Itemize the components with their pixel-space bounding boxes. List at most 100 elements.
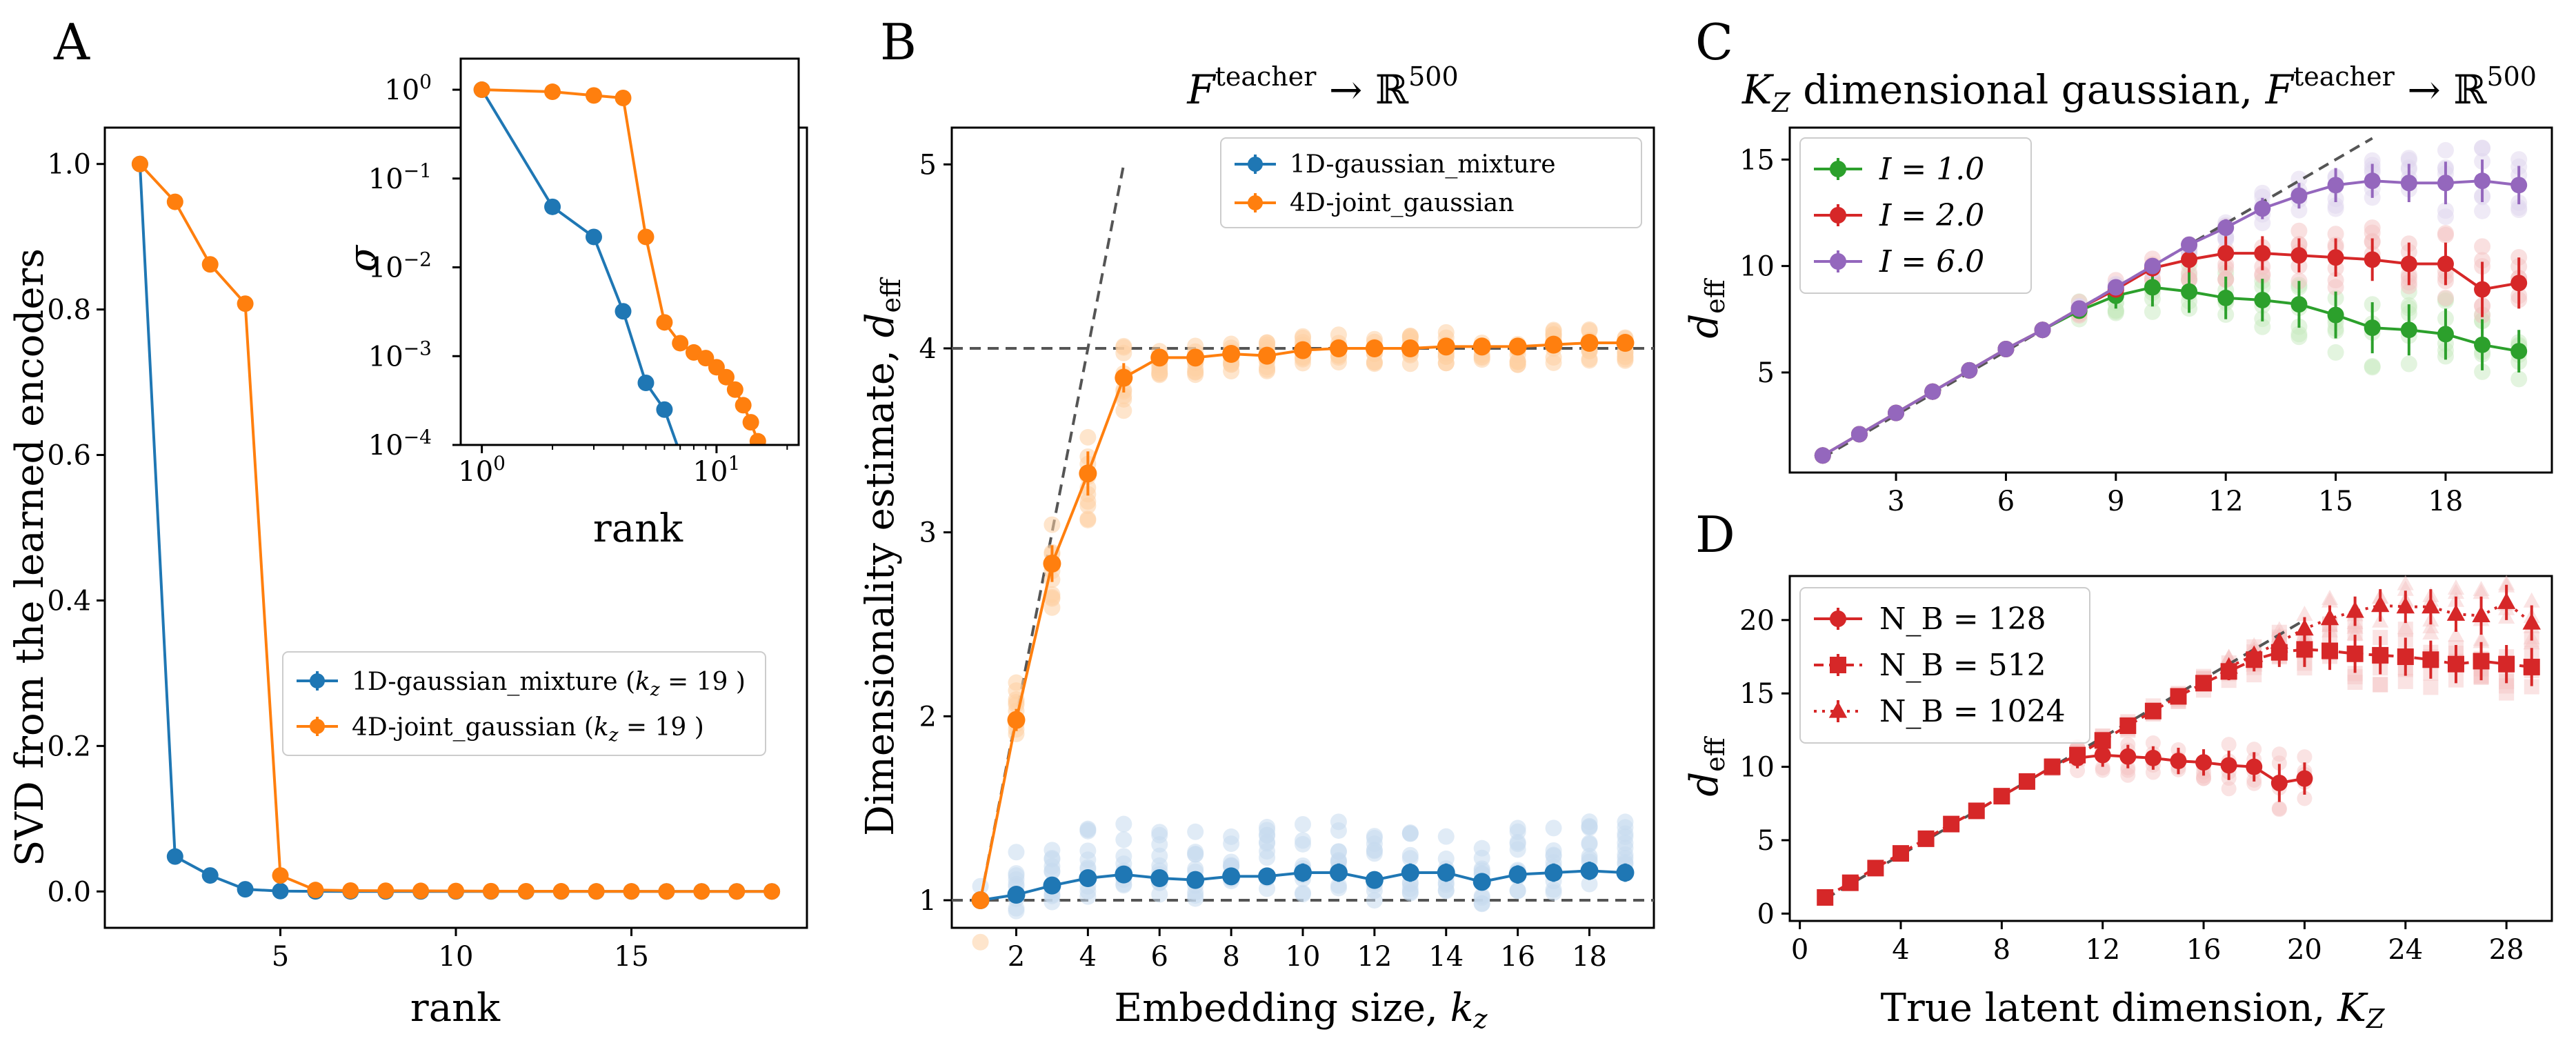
panel-a-xtick-label: 10 bbox=[439, 941, 474, 973]
panel-c-scatter-point bbox=[2254, 184, 2271, 201]
panel-d-xlabel: True latent dimension, KZ bbox=[1881, 986, 2385, 1034]
panel-c-scatter-point bbox=[2510, 370, 2528, 388]
panel-d-point bbox=[2170, 753, 2187, 770]
panel-d-scatter-point bbox=[2346, 625, 2364, 641]
panel-c-scatter-point bbox=[2400, 355, 2417, 373]
panel-b-ytick-label: 5 bbox=[919, 149, 937, 181]
panel-c-xtick-label: 9 bbox=[2107, 486, 2124, 517]
panel-letter-c: C bbox=[1695, 13, 1733, 71]
panel-b-scatter-point bbox=[1187, 846, 1204, 863]
panel-d-point bbox=[2245, 645, 2264, 662]
panel-a-point bbox=[552, 883, 570, 900]
svg-text:Fteacher → ℝ500: Fteacher → ℝ500 bbox=[1186, 61, 1458, 113]
panel-d-scatter-point bbox=[2271, 800, 2287, 816]
panel-b-scatter-point bbox=[1008, 902, 1025, 920]
panel-d-scatter-point bbox=[2346, 618, 2364, 634]
panel-b-point bbox=[1150, 348, 1169, 367]
panel-a-point bbox=[517, 882, 535, 900]
panel-b-point bbox=[1043, 555, 1061, 573]
panel-b-point bbox=[1186, 871, 1205, 889]
panel-b-ylabel: Dimensionality estimate, deff bbox=[858, 277, 906, 836]
panel-c-point bbox=[2437, 255, 2454, 272]
panel-a-inset-ytick-label: 10−3 bbox=[368, 337, 432, 373]
panel-a-point bbox=[588, 883, 605, 900]
panel-c-point bbox=[2364, 251, 2381, 268]
panel-c-legend-label: I = 6.0 bbox=[1879, 244, 1984, 279]
panel-a-axes: 5 10 15 0.0 0.2 0.4 0.6 0.8 1.0 bbox=[47, 126, 808, 973]
panel-c-scatter-point bbox=[2437, 289, 2454, 306]
panel-b-xtick-label: 10 bbox=[1286, 941, 1321, 973]
panel-b-scatter-point bbox=[1151, 847, 1168, 864]
panel-d-point bbox=[2094, 732, 2111, 749]
panel-d-point bbox=[2296, 641, 2313, 658]
panel-d-point bbox=[2270, 775, 2288, 791]
panel-c-legend-label: I = 2.0 bbox=[1879, 198, 1984, 233]
panel-d-scatter-point bbox=[2196, 768, 2212, 784]
panel-b-scatter-point bbox=[1079, 842, 1097, 860]
panel-c-point bbox=[2254, 245, 2271, 262]
panel-b-point bbox=[1508, 337, 1527, 356]
panel-d-scatter-point bbox=[2498, 575, 2515, 590]
panel-d-scatter-point bbox=[2145, 735, 2161, 751]
panel-b-xtick-label: 8 bbox=[1222, 941, 1239, 973]
panel-a-inset-point bbox=[717, 368, 735, 386]
panel-c-scatter-point bbox=[2474, 363, 2491, 380]
panel-a-ytick-label: 0.0 bbox=[47, 876, 91, 908]
panel-d-scatter-point bbox=[2120, 737, 2136, 753]
panel-b-scatter-point bbox=[1115, 815, 1132, 833]
panel-d-frame bbox=[1788, 575, 2553, 922]
panel-a-point bbox=[272, 867, 289, 884]
panel-c-ytick-label: 10 bbox=[1739, 251, 1775, 283]
panel-b-scatter-point bbox=[1295, 886, 1311, 903]
panel-b-point bbox=[1365, 871, 1384, 889]
panel-b-xtick-label: 16 bbox=[1500, 941, 1535, 973]
panel-d-legend-label: N_B = 512 bbox=[1879, 648, 2046, 683]
panel-c-point bbox=[2327, 249, 2344, 266]
panel-c-scatter-point bbox=[2437, 141, 2454, 159]
panel-d-scatter-point bbox=[2271, 746, 2287, 762]
panel-b-point bbox=[1401, 339, 1419, 357]
panel-d-point bbox=[1917, 830, 1935, 847]
panel-a-inset-point bbox=[585, 228, 602, 246]
panel-a-point bbox=[201, 256, 219, 273]
panel-d-point bbox=[2372, 646, 2389, 664]
panel-b-scatter-point bbox=[1617, 813, 1634, 831]
panel-b-point bbox=[1150, 869, 1169, 887]
panel-b-scatter-point bbox=[1115, 339, 1132, 356]
panel-d-scatter-point bbox=[2297, 660, 2313, 676]
panel-b-scatter-point bbox=[1545, 354, 1562, 371]
panel-d-legend-label: N_B = 128 bbox=[1879, 602, 2046, 637]
panel-d-scatter-point bbox=[2145, 764, 2161, 780]
panel-b-scatter-point bbox=[1330, 326, 1347, 344]
panel-a-inset-xtick-label: 101 bbox=[693, 452, 741, 488]
panel-d-scatter-point bbox=[2397, 619, 2414, 635]
panel-d-scatter-point bbox=[2373, 677, 2388, 693]
panel-a-legend-marker bbox=[310, 719, 325, 734]
panel-b-scatter-point bbox=[1401, 850, 1419, 867]
panel-d-ytick-label: 10 bbox=[1739, 752, 1775, 784]
panel-b-legend: 1D-gaussian_mixture 4D-joint_gaussian bbox=[1220, 137, 1642, 228]
panel-a-xtick-label: 5 bbox=[272, 941, 289, 973]
panel-b-scatter-point bbox=[1617, 840, 1634, 857]
panel-c-point bbox=[2107, 279, 2124, 296]
panel-a-point bbox=[307, 882, 324, 899]
panel-d-scatter-point bbox=[2271, 802, 2287, 817]
panel-d-scatter-point bbox=[2321, 589, 2339, 605]
panel-b-ytick-label: 3 bbox=[919, 517, 937, 549]
panel-b-scatter-point bbox=[1295, 355, 1311, 372]
panel-a-inset-plot bbox=[473, 81, 766, 445]
panel-a-inset-xlabel: rank bbox=[593, 506, 683, 551]
panel-d-scatter-point bbox=[2524, 679, 2539, 695]
panel-b-xtick-label: 18 bbox=[1572, 941, 1607, 973]
panel-b-scatter-point bbox=[1401, 824, 1419, 842]
panel-c-scatter-point bbox=[2254, 215, 2271, 232]
panel-a-point bbox=[693, 883, 710, 900]
panel-b-scatter-point bbox=[1008, 865, 1025, 882]
panel-a-inset-ytick-label: 10−4 bbox=[368, 426, 432, 462]
panel-d-scatter-point bbox=[2120, 767, 2136, 783]
panel-b-point bbox=[1437, 337, 1455, 356]
panel-d-xtick-label: 24 bbox=[2388, 934, 2423, 966]
panel-c-legend-marker bbox=[1830, 207, 1846, 224]
